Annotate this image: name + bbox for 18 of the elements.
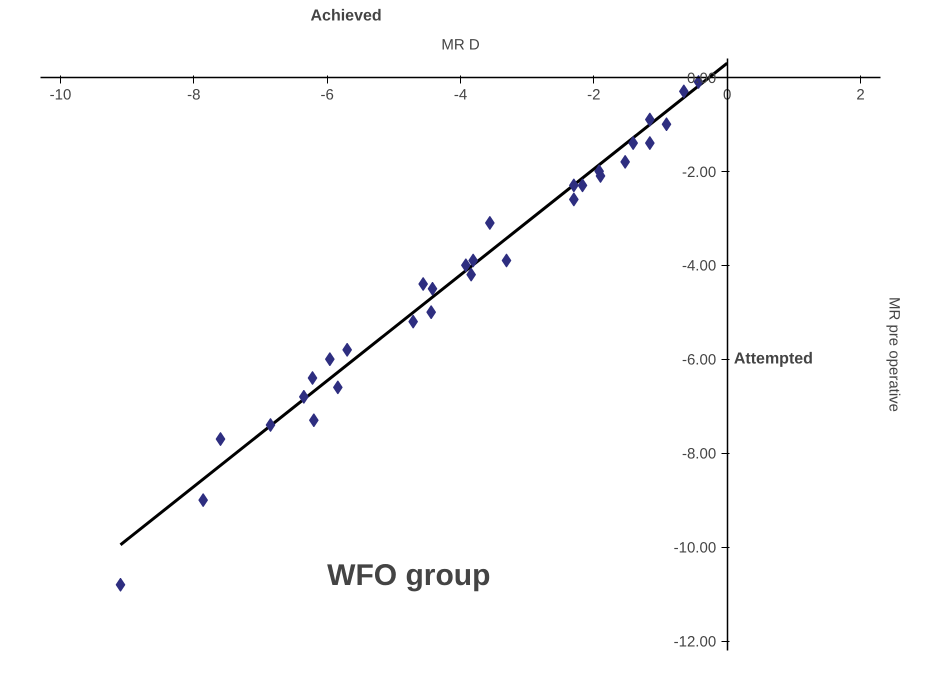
text: Achieved [310, 8, 382, 24]
x-tick-label: -6 [320, 86, 334, 104]
y-tick-label: -6.00 [682, 352, 716, 369]
y-axis-title: MR pre operative [886, 296, 902, 412]
x-tick-label: -10 [50, 86, 72, 104]
x-tick-label: -4 [454, 86, 468, 104]
y-tick-label: -12.00 [674, 634, 716, 651]
x-tick-label: -8 [187, 86, 201, 104]
y-tick-label: 0.00 [686, 70, 716, 87]
y-tick-label: -2.00 [682, 164, 716, 181]
x-axis-title: MR D [441, 36, 480, 54]
y-tick-label: -4.00 [682, 258, 716, 275]
y-tick-label: -8.00 [682, 446, 716, 463]
annotation: WFO group [327, 558, 490, 592]
annotation: Attempted [734, 350, 813, 368]
y-tick-label: -10.00 [674, 540, 716, 557]
x-tick-label: 2 [856, 86, 865, 104]
x-tick-label: -2 [587, 86, 601, 104]
